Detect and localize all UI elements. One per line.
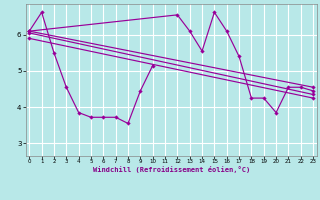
X-axis label: Windchill (Refroidissement éolien,°C): Windchill (Refroidissement éolien,°C) bbox=[92, 166, 250, 173]
